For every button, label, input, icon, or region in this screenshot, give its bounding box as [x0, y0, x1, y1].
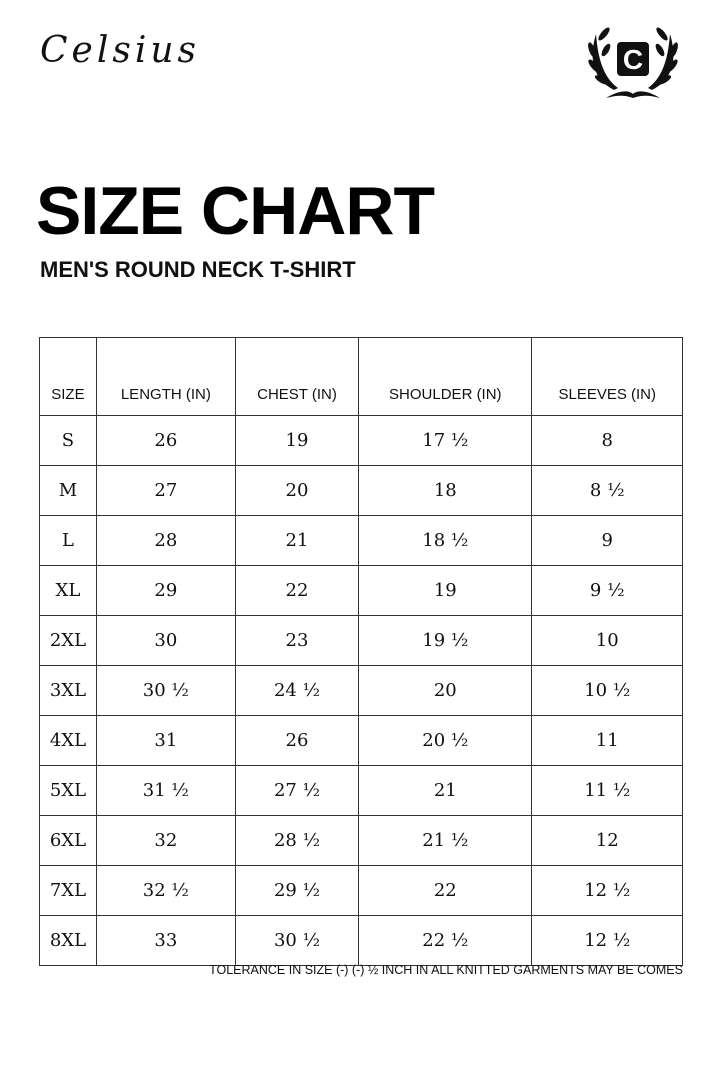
table-row: 7XL 32 ½ 29 ½ 22 12 ½: [39, 865, 683, 916]
measurement-cell: 12 ½: [531, 915, 683, 966]
measurement-cell: 20: [358, 665, 533, 716]
measurement-cell: 28: [95, 515, 236, 566]
measurement-cell: 32: [95, 815, 236, 866]
size-cell: XL: [39, 565, 97, 616]
size-cell: 6XL: [39, 815, 97, 866]
column-header: SHOULDER (IN): [358, 337, 533, 416]
measurement-cell: 19 ½: [358, 615, 533, 666]
measurement-cell: 9: [531, 515, 683, 566]
table-row: 5XL 31 ½ 27 ½ 21 11 ½: [39, 765, 683, 816]
brand-wordmark: Celsius: [40, 30, 201, 71]
measurement-cell: 31 ½: [95, 765, 236, 816]
measurement-cell: 26: [234, 715, 360, 766]
table-row: 3XL 30 ½ 24 ½ 20 10 ½: [39, 665, 683, 716]
size-cell: 7XL: [39, 865, 97, 916]
table-row: XL 29 22 19 9 ½: [39, 565, 683, 616]
size-cell: 5XL: [39, 765, 97, 816]
table-row: 8XL 33 30 ½ 22 ½ 12 ½: [39, 915, 683, 966]
tolerance-note: TOLERANCE IN SIZE (-) (-) ½ INCH IN ALL …: [209, 963, 683, 977]
measurement-cell: 26: [95, 415, 236, 466]
size-cell: 3XL: [39, 665, 97, 716]
size-cell: L: [39, 515, 97, 566]
measurement-cell: 29 ½: [234, 865, 360, 916]
measurement-cell: 11 ½: [531, 765, 683, 816]
measurement-cell: 8 ½: [531, 465, 683, 516]
measurement-cell: 30 ½: [95, 665, 236, 716]
column-header: LENGTH (IN): [95, 337, 236, 416]
measurement-cell: 20: [234, 465, 360, 516]
measurement-cell: 8: [531, 415, 683, 466]
measurement-cell: 22: [358, 865, 533, 916]
measurement-cell: 23: [234, 615, 360, 666]
size-cell: M: [39, 465, 97, 516]
page-title: SIZE CHART: [36, 173, 435, 249]
measurement-cell: 32 ½: [95, 865, 236, 916]
measurement-cell: 30: [95, 615, 236, 666]
measurement-cell: 21: [358, 765, 533, 816]
table-row: 6XL 32 28 ½ 21 ½ 12: [39, 815, 683, 866]
header-row: SIZE LENGTH (IN) CHEST (IN) SHOULDER (IN) SL…: [39, 337, 683, 416]
measurement-cell: 27: [95, 465, 236, 516]
measurement-cell: 12: [531, 815, 683, 866]
laurel-logo: C: [588, 27, 678, 98]
column-header: CHEST (IN): [234, 337, 360, 416]
measurement-cell: 24 ½: [234, 665, 360, 716]
table-row: 2XL 30 23 19 ½ 10: [39, 615, 683, 666]
measurement-cell: 10: [531, 615, 683, 666]
measurement-cell: 12 ½: [531, 865, 683, 916]
measurement-cell: 18 ½: [358, 515, 533, 566]
size-cell: 8XL: [39, 915, 97, 966]
measurement-cell: 22 ½: [358, 915, 533, 966]
measurement-cell: 9 ½: [531, 565, 683, 616]
measurement-cell: 30 ½: [234, 915, 360, 966]
measurement-cell: 31: [95, 715, 236, 766]
svg-text:C: C: [623, 44, 643, 75]
measurement-cell: 11: [531, 715, 683, 766]
table-row: M 27 20 18 8 ½: [39, 465, 683, 516]
size-chart-table: SIZE LENGTH (IN) CHEST (IN) SHOULDER (IN) SL…: [39, 337, 683, 966]
column-header: SLEEVES (IN): [531, 337, 683, 416]
measurement-cell: 20 ½: [358, 715, 533, 766]
size-cell: S: [39, 415, 97, 466]
measurement-cell: 22: [234, 565, 360, 616]
measurement-cell: 18: [358, 465, 533, 516]
measurement-cell: 19: [234, 415, 360, 466]
measurement-cell: 21: [234, 515, 360, 566]
measurement-cell: 21 ½: [358, 815, 533, 866]
measurement-cell: 28 ½: [234, 815, 360, 866]
measurement-cell: 33: [95, 915, 236, 966]
measurement-cell: 27 ½: [234, 765, 360, 816]
page-subtitle: MEN'S ROUND NECK T-SHIRT: [40, 257, 356, 282]
measurement-cell: 29: [95, 565, 236, 616]
measurement-cell: 17 ½: [358, 415, 533, 466]
measurement-cell: 19: [358, 565, 533, 616]
measurement-cell: 10 ½: [531, 665, 683, 716]
size-cell: 2XL: [39, 615, 97, 666]
size-cell: 4XL: [39, 715, 97, 766]
table-row: 4XL 31 26 20 ½ 11: [39, 715, 683, 766]
column-header: SIZE: [39, 337, 97, 416]
